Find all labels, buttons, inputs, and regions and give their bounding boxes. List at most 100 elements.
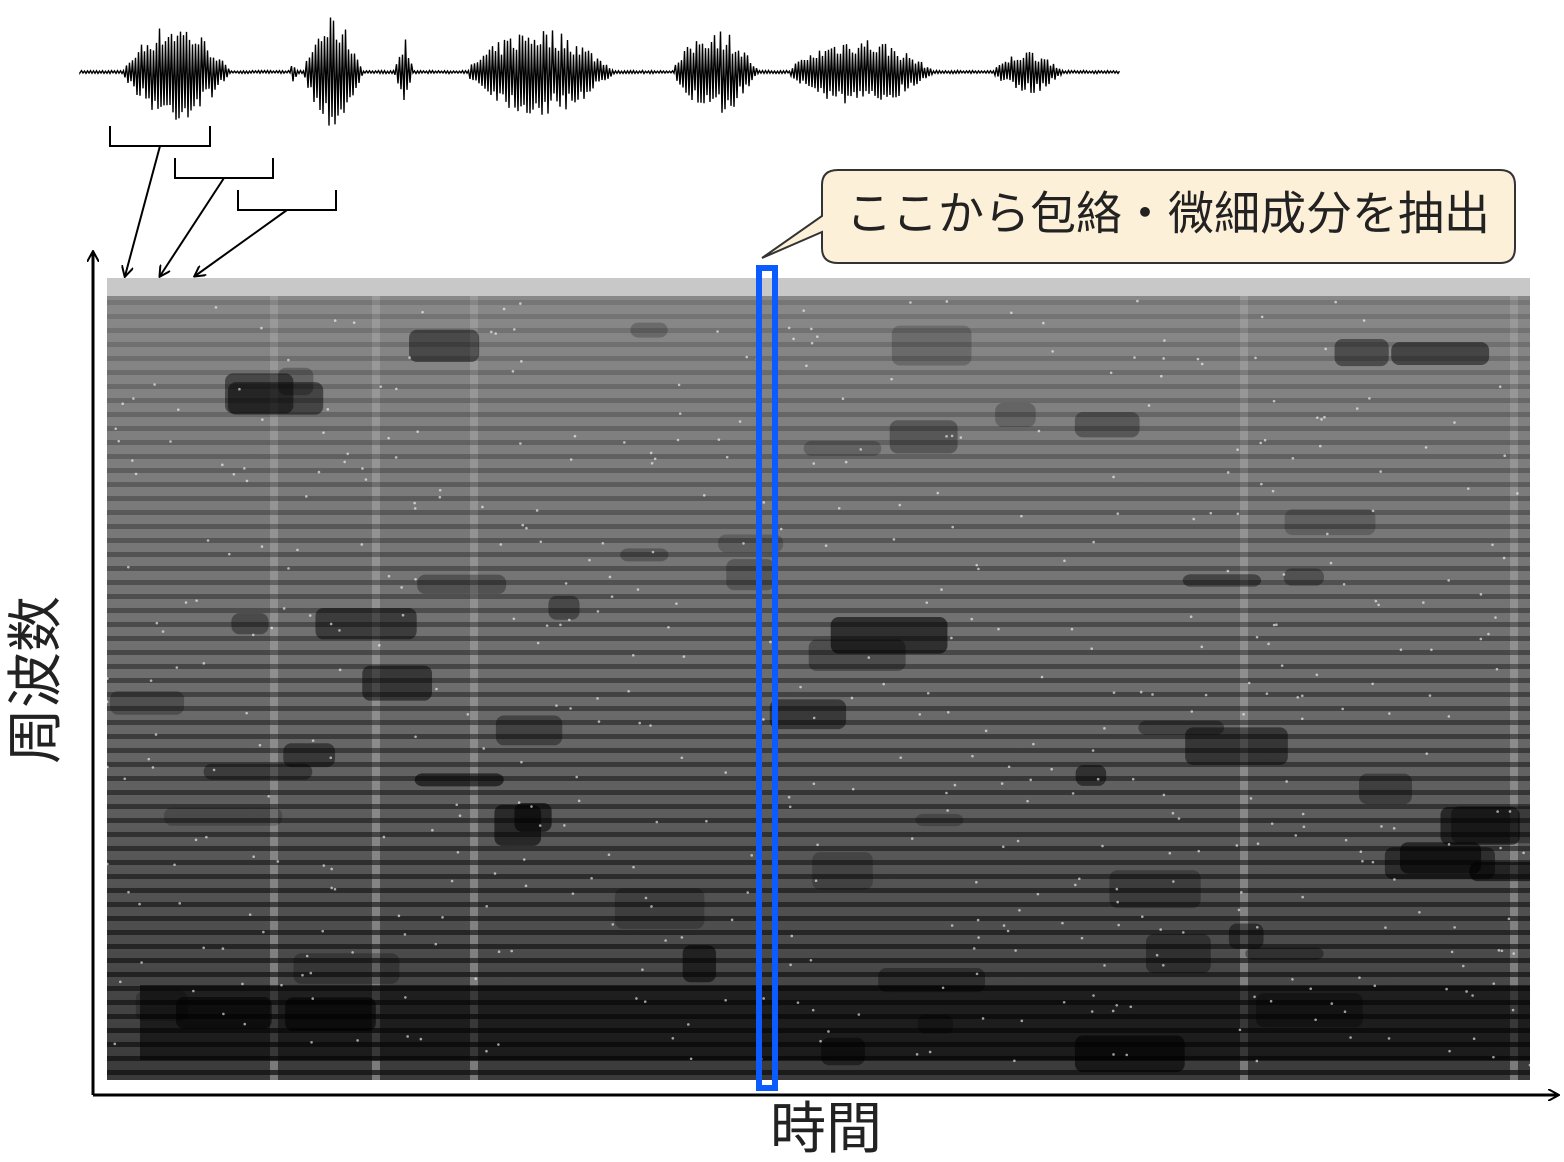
noise-dot: [811, 342, 814, 345]
noise-dot: [1256, 926, 1259, 929]
noise-dot: [672, 1037, 675, 1040]
frame-bracket: [238, 190, 336, 210]
noise-dot: [1345, 839, 1348, 842]
noise-dot: [650, 452, 653, 455]
noise-dot: [1418, 911, 1421, 914]
noise-dot: [1092, 994, 1095, 997]
noise-dot: [1448, 1050, 1451, 1053]
noise-dot: [1017, 840, 1020, 843]
noise-dot: [945, 435, 948, 438]
noise-dot: [252, 855, 255, 858]
noise-dot: [1257, 842, 1260, 845]
formant-blob: [283, 743, 335, 767]
harmonic-band: [107, 846, 1530, 851]
noise-dot: [652, 551, 655, 554]
noise-dot: [950, 637, 953, 640]
noise-dot: [530, 805, 533, 808]
harmonic-band: [107, 552, 1530, 557]
noise-dot: [563, 824, 566, 827]
noise-dot: [1273, 400, 1276, 403]
formant-blob: [1284, 569, 1324, 586]
noise-dot: [353, 321, 356, 324]
noise-dot: [1273, 624, 1276, 627]
noise-dot: [769, 641, 772, 644]
formant-blob: [1335, 339, 1389, 366]
noise-dot: [1522, 852, 1525, 855]
formant-blob: [1469, 862, 1564, 881]
noise-dot: [816, 335, 819, 338]
noise-dot: [138, 903, 141, 906]
noise-dot: [1172, 880, 1175, 883]
noise-dot: [360, 543, 363, 546]
noise-dot: [203, 662, 206, 665]
noise-dot: [494, 332, 497, 335]
harmonic-band: [107, 678, 1530, 683]
noise-dot: [420, 1038, 423, 1041]
formant-blob: [231, 613, 268, 634]
noise-dot: [195, 599, 198, 602]
noise-dot: [1227, 570, 1230, 573]
noise-dot: [513, 617, 516, 620]
formant-blob: [409, 330, 479, 362]
noise-dot: [287, 567, 290, 570]
formant-blob: [362, 666, 432, 701]
noise-dot: [1503, 454, 1506, 457]
noise-dot: [1112, 476, 1115, 479]
noise-dot: [679, 412, 682, 415]
noise-dot: [243, 1023, 246, 1026]
noise-dot: [1081, 937, 1084, 940]
noise-dot: [178, 902, 181, 905]
noise-dot: [309, 614, 312, 617]
noise-dot: [1516, 492, 1519, 495]
noise-dot: [414, 735, 417, 738]
formant-blob: [548, 596, 579, 620]
noise-dot: [1074, 884, 1077, 887]
noise-dot: [1309, 987, 1312, 990]
harmonic-band: [107, 804, 1530, 809]
noise-dot: [494, 872, 497, 875]
noise-dot: [287, 359, 290, 362]
noise-dot: [123, 777, 126, 780]
noise-dot: [1090, 647, 1093, 650]
noise-dot: [498, 950, 501, 953]
noise-dot: [1042, 322, 1045, 325]
noise-dot: [731, 919, 734, 922]
formant-blob: [1075, 412, 1140, 437]
noise-dot: [611, 595, 614, 598]
noise-dot: [1501, 949, 1504, 952]
formant-blob: [496, 716, 562, 746]
noise-dot: [827, 1030, 830, 1033]
callout-text: ここから包絡・微細成分を抽出: [846, 187, 1490, 241]
noise-dot: [1125, 1054, 1128, 1057]
formant-blob: [293, 953, 399, 984]
noise-dot: [687, 1023, 690, 1026]
harmonic-band: [107, 370, 1530, 375]
harmonic-band: [107, 790, 1530, 795]
formant-blob: [615, 888, 705, 929]
noise-dot: [243, 467, 246, 470]
noise-dot: [156, 622, 159, 625]
noise-dot: [1388, 1037, 1391, 1040]
noise-dot: [918, 713, 921, 716]
noise-dot: [221, 464, 224, 467]
noise-dot: [388, 575, 391, 578]
noise-dot: [205, 836, 208, 839]
noise-dot: [1425, 446, 1428, 449]
formant-blob: [726, 559, 775, 590]
noise-dot: [677, 439, 680, 442]
noise-dot: [1026, 800, 1029, 803]
noise-dot: [683, 655, 686, 658]
harmonic-band: [107, 818, 1530, 823]
noise-dot: [742, 542, 745, 545]
frame-arrow: [195, 210, 287, 276]
noise-dot: [977, 919, 980, 922]
noise-dot: [106, 766, 109, 769]
noise-dot: [945, 792, 948, 795]
noise-dot: [1361, 860, 1364, 863]
noise-dot: [951, 526, 954, 529]
noise-dot: [1267, 643, 1270, 646]
noise-dot: [135, 473, 138, 476]
noise-dot: [940, 588, 943, 591]
noise-dot: [1379, 470, 1382, 473]
noise-dot: [813, 717, 816, 720]
